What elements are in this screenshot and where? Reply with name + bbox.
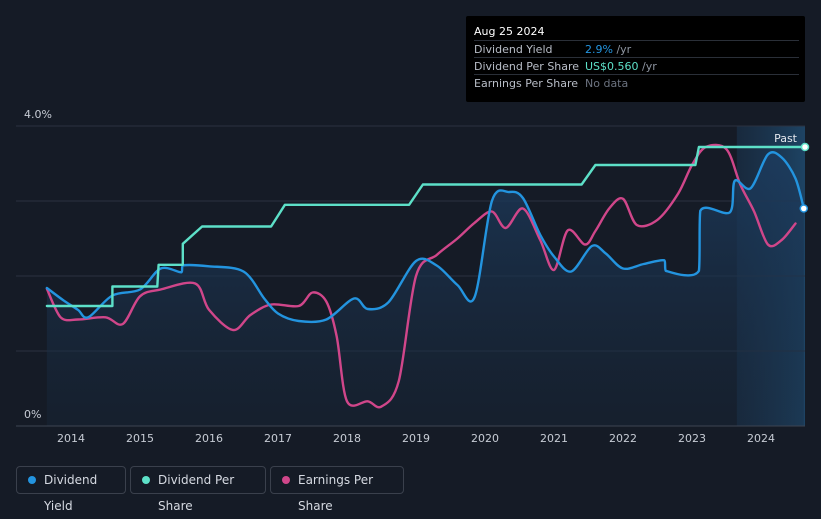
x-tick-label: 2019 [402, 432, 430, 445]
tooltip-number: US$0.560 [585, 60, 639, 73]
tooltip-value: 2.9% /yr [585, 43, 631, 56]
tooltip-panel: Aug 25 2024 Dividend Yield 2.9% /yr Divi… [466, 16, 805, 102]
legend-item-earnings-per-share[interactable]: Earnings Per Share [270, 466, 404, 513]
tooltip-date: Aug 25 2024 [474, 25, 545, 38]
legend-item-dividend-per-share[interactable]: Dividend Per Share [130, 466, 266, 513]
series-markers [799, 142, 810, 213]
earnings-per-share-dot-icon [282, 476, 290, 484]
x-tick-label: 2023 [678, 432, 706, 445]
x-tick-label: 2017 [264, 432, 292, 445]
tooltip-label: Earnings Per Share [474, 77, 579, 90]
tooltip-unit: /yr [612, 43, 632, 56]
series-lines [45, 143, 808, 409]
legend-item-dividend-yield[interactable]: Dividend Yield [16, 466, 126, 513]
chart-area: 4.0%0% 2014 2015 2016 2017 2018 2019 2020 2021 2… [16, 108, 810, 445]
dividend-yield-line [45, 151, 805, 324]
tooltip-number: 2.9% [585, 43, 613, 56]
x-tick-label: 2014 [57, 432, 85, 445]
tooltip-unit: /yr [638, 60, 657, 73]
tooltip-row-earnings-per-share: Earnings Per Share No data [474, 74, 799, 92]
dividend-yield-dot-icon [28, 476, 36, 484]
tooltip-value: No data [585, 77, 628, 90]
tooltip-value: US$0.560 /yr [585, 60, 657, 73]
tooltip-row-dividend-per-share: Dividend Per Share US$0.560 /yr [474, 57, 799, 75]
x-tick-label: 2021 [540, 432, 568, 445]
tooltip-row-dividend-yield: Dividend Yield 2.9% /yr [474, 40, 799, 58]
tooltip-label: Dividend Per Share [474, 60, 580, 73]
y-tick-labels: 4.0% 0% [24, 108, 52, 421]
x-tick-label: 2024 [747, 432, 775, 445]
x-tick-label: 2022 [609, 432, 637, 445]
x-tick-label: 2020 [471, 432, 499, 445]
x-tick-label: 2018 [333, 432, 361, 445]
tooltip-label: Dividend Yield [474, 43, 553, 56]
x-tick-labels: 2014 2015 2016 2017 2018 2019 2020 2021 2022 2023… [57, 432, 775, 445]
dividend-yield-area [46, 152, 804, 426]
x-tick-label: 2016 [195, 432, 223, 445]
x-tick-label: 2015 [126, 432, 154, 445]
dividend-per-share-end-marker [800, 142, 810, 152]
tooltip-no-data: No data [585, 77, 629, 90]
dividend-yield-end-marker [799, 204, 809, 213]
earnings-per-share-line [45, 143, 797, 409]
dividend-per-share-dot-icon [142, 476, 150, 484]
y-tick-label: 4.0% [24, 108, 52, 121]
dividend-per-share-line [45, 145, 808, 308]
y-tick-label: 0% [24, 408, 41, 421]
past-label: Past [774, 132, 798, 145]
